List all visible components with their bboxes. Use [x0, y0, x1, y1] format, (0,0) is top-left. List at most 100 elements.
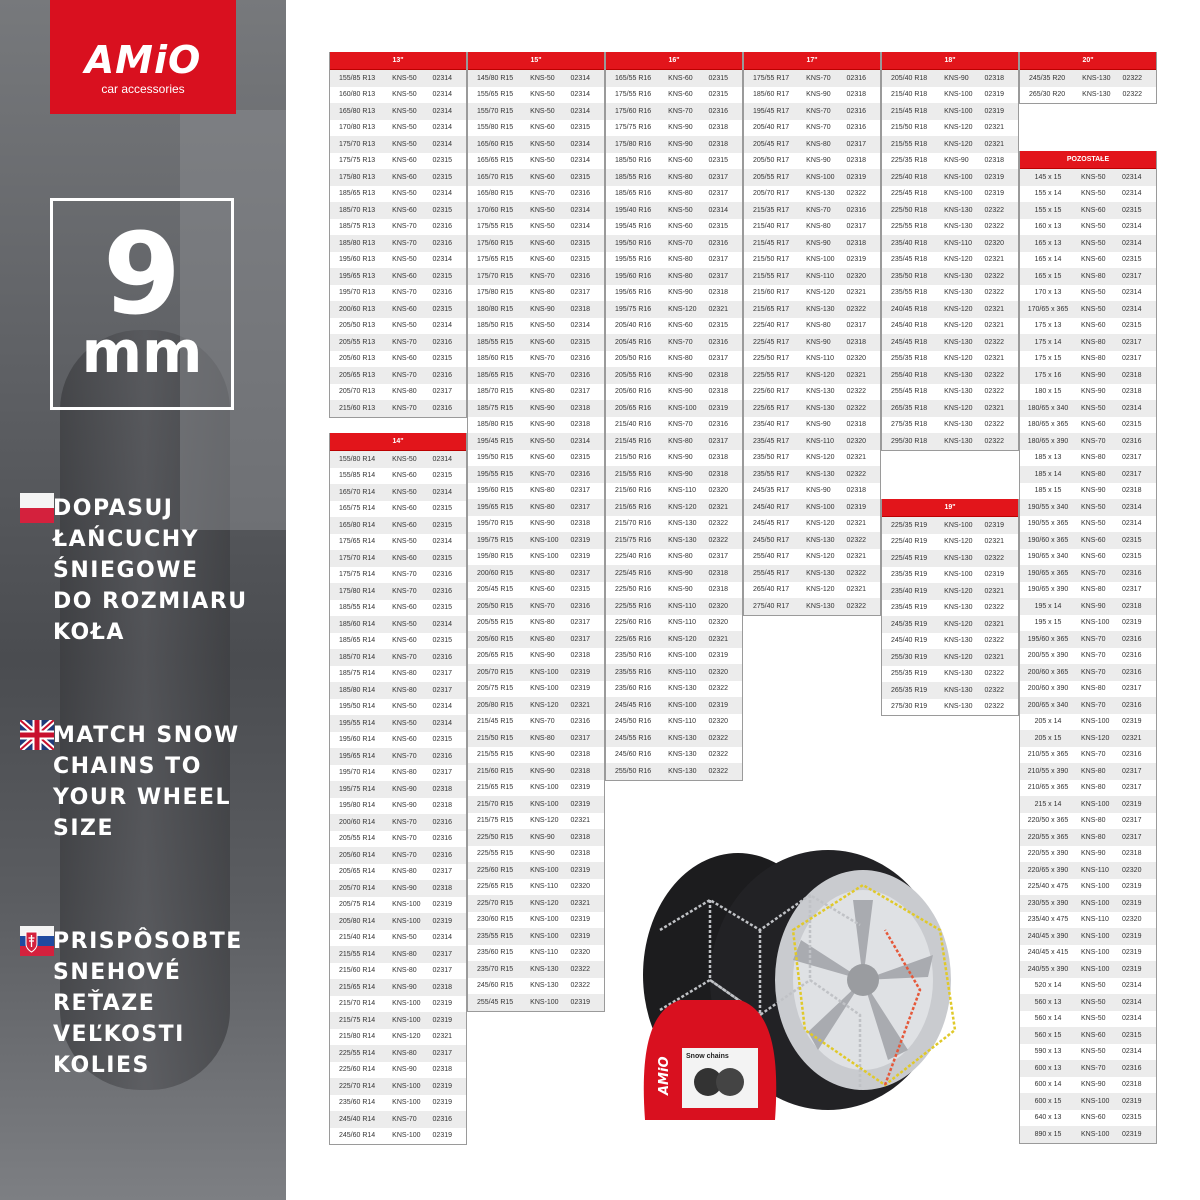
chain-model: KNS-50 [530, 322, 555, 330]
tire-size: 215/45 R16 [615, 437, 652, 445]
table-row: 215/40 R18 KNS-100 02319 [882, 87, 1018, 104]
product-code: 02319 [708, 701, 728, 709]
product-code: 02321 [984, 653, 1004, 661]
table-header: 20" [1020, 52, 1156, 70]
table-row: 195/70 R15 KNS-90 02318 [468, 516, 604, 533]
tire-size: 590 x 13 [1034, 1048, 1062, 1056]
product-code: 02316 [1122, 635, 1142, 643]
table-row: 165 x 14 KNS-60 02315 [1020, 252, 1156, 269]
table-row: 560 x 14 KNS-50 02314 [1020, 1011, 1156, 1028]
product-code: 02315 [708, 322, 728, 330]
table-row: 225/60 R15 KNS-100 02319 [468, 862, 604, 879]
table-row: 255/30 R19 KNS-120 02321 [882, 649, 1018, 666]
product-code: 02317 [432, 950, 452, 958]
tire-size: 255/45 R18 [891, 388, 928, 396]
thickness-unit: mm [81, 318, 203, 386]
flag-sk-icon [20, 926, 54, 956]
tire-size: 175/65 R14 [339, 538, 376, 546]
tire-size: 205/65 R15 [477, 652, 514, 660]
table-row: 185/70 R14 KNS-70 02316 [330, 649, 466, 666]
tire-size: 225/40 R17 [753, 322, 790, 330]
product-code: 02321 [846, 553, 866, 561]
chain-model: KNS-100 [1081, 718, 1110, 726]
product-code: 02319 [570, 932, 590, 940]
table-row: 265/40 R17 KNS-120 02321 [744, 582, 880, 599]
product-code: 02315 [432, 272, 452, 280]
table-row: 205/55 R14 KNS-70 02316 [330, 831, 466, 848]
chain-model: KNS-80 [530, 619, 555, 627]
product-code: 02319 [1122, 965, 1142, 973]
product-code: 02314 [570, 322, 590, 330]
tire-size: 295/30 R18 [891, 437, 928, 445]
product-code: 02314 [432, 538, 452, 546]
chain-model: KNS-50 [392, 488, 417, 496]
tire-size: 185/55 R15 [477, 338, 514, 346]
table-row: 215 x 14 KNS-100 02319 [1020, 796, 1156, 813]
product-code: 02322 [846, 602, 866, 610]
chain-model: KNS-60 [392, 604, 417, 612]
chain-model: KNS-110 [530, 949, 559, 957]
table-row: 190/65 x 340 KNS-60 02315 [1020, 549, 1156, 566]
tire-size: 185 x 13 [1034, 454, 1062, 462]
chain-model: KNS-100 [530, 932, 559, 940]
chain-model: KNS-100 [530, 784, 559, 792]
chain-model: KNS-80 [530, 635, 555, 643]
product-code: 02316 [432, 571, 452, 579]
product-code: 02314 [432, 719, 452, 727]
chain-model: KNS-120 [668, 635, 697, 643]
table-row: 215/70 R16 KNS-130 02322 [606, 516, 742, 533]
table-row: 275/30 R19 KNS-130 02322 [882, 699, 1018, 716]
brand-tagline: car accessories [101, 82, 185, 96]
table-row: 205/45 R17 KNS-80 02317 [744, 136, 880, 153]
product-code: 02321 [708, 635, 728, 643]
chain-model: KNS-130 [944, 388, 973, 396]
tire-size: 225/70 R15 [477, 899, 514, 907]
tire-size: 235/40 R17 [753, 421, 790, 429]
tire-size: 175/80 R16 [615, 140, 652, 148]
product-code: 02320 [708, 602, 728, 610]
chain-model: KNS-50 [1081, 239, 1106, 247]
table-row: 215/55 R15 KNS-90 02318 [468, 747, 604, 764]
chain-model: KNS-100 [1081, 1130, 1110, 1138]
chain-model: KNS-80 [806, 223, 831, 231]
product-code: 02315 [1122, 421, 1142, 429]
table-row: 175/70 R13 KNS-50 02314 [330, 136, 466, 153]
table-row: 225/40 R16 KNS-80 02317 [606, 549, 742, 566]
chain-model: KNS-110 [944, 239, 973, 247]
table-row: 205/50 R16 KNS-80 02317 [606, 351, 742, 368]
table-row: 235/45 R17 KNS-110 02320 [744, 433, 880, 450]
tire-size: 220/55 x 390 [1027, 850, 1069, 858]
product-code: 02319 [984, 571, 1004, 579]
tire-size: 205/80 R14 [339, 917, 376, 925]
product-code: 02319 [984, 190, 1004, 198]
chain-model: KNS-80 [530, 734, 555, 742]
chain-model: KNS-90 [668, 124, 693, 132]
tire-size: 255/35 R19 [891, 670, 928, 678]
chain-model: KNS-60 [392, 173, 417, 181]
tire-size: 275/35 R18 [891, 421, 928, 429]
chain-model: KNS-90 [1081, 371, 1106, 379]
product-code: 02314 [432, 107, 452, 115]
tire-size: 175/60 R15 [477, 239, 514, 247]
table-row: 180/65 x 365 KNS-60 02315 [1020, 417, 1156, 434]
product-code: 02316 [846, 74, 866, 82]
tire-size: 205/70 R14 [339, 884, 376, 892]
tire-size: 205/65 R16 [615, 404, 652, 412]
product-code: 02318 [432, 884, 452, 892]
product-code: 02322 [984, 670, 1004, 678]
product-code: 02317 [432, 868, 452, 876]
product-code: 02314 [1122, 173, 1142, 181]
table-row: 155/65 R15 KNS-50 02314 [468, 87, 604, 104]
brand-name: AMiO [84, 38, 202, 82]
chain-model: KNS-100 [1081, 800, 1110, 808]
tire-size: 245/35 R19 [891, 620, 928, 628]
chain-model: KNS-120 [944, 124, 973, 132]
chain-model: KNS-80 [1081, 454, 1106, 462]
tire-size: 180/65 x 365 [1027, 421, 1069, 429]
product-code: 02317 [846, 322, 866, 330]
chain-model: KNS-130 [530, 965, 559, 973]
chain-model: KNS-50 [1081, 190, 1106, 198]
table-row: 195/55 R15 KNS-70 02316 [468, 466, 604, 483]
table-row: 215/70 R14 KNS-100 02319 [330, 996, 466, 1013]
table-row: 185/65 R13 KNS-50 02314 [330, 186, 466, 203]
